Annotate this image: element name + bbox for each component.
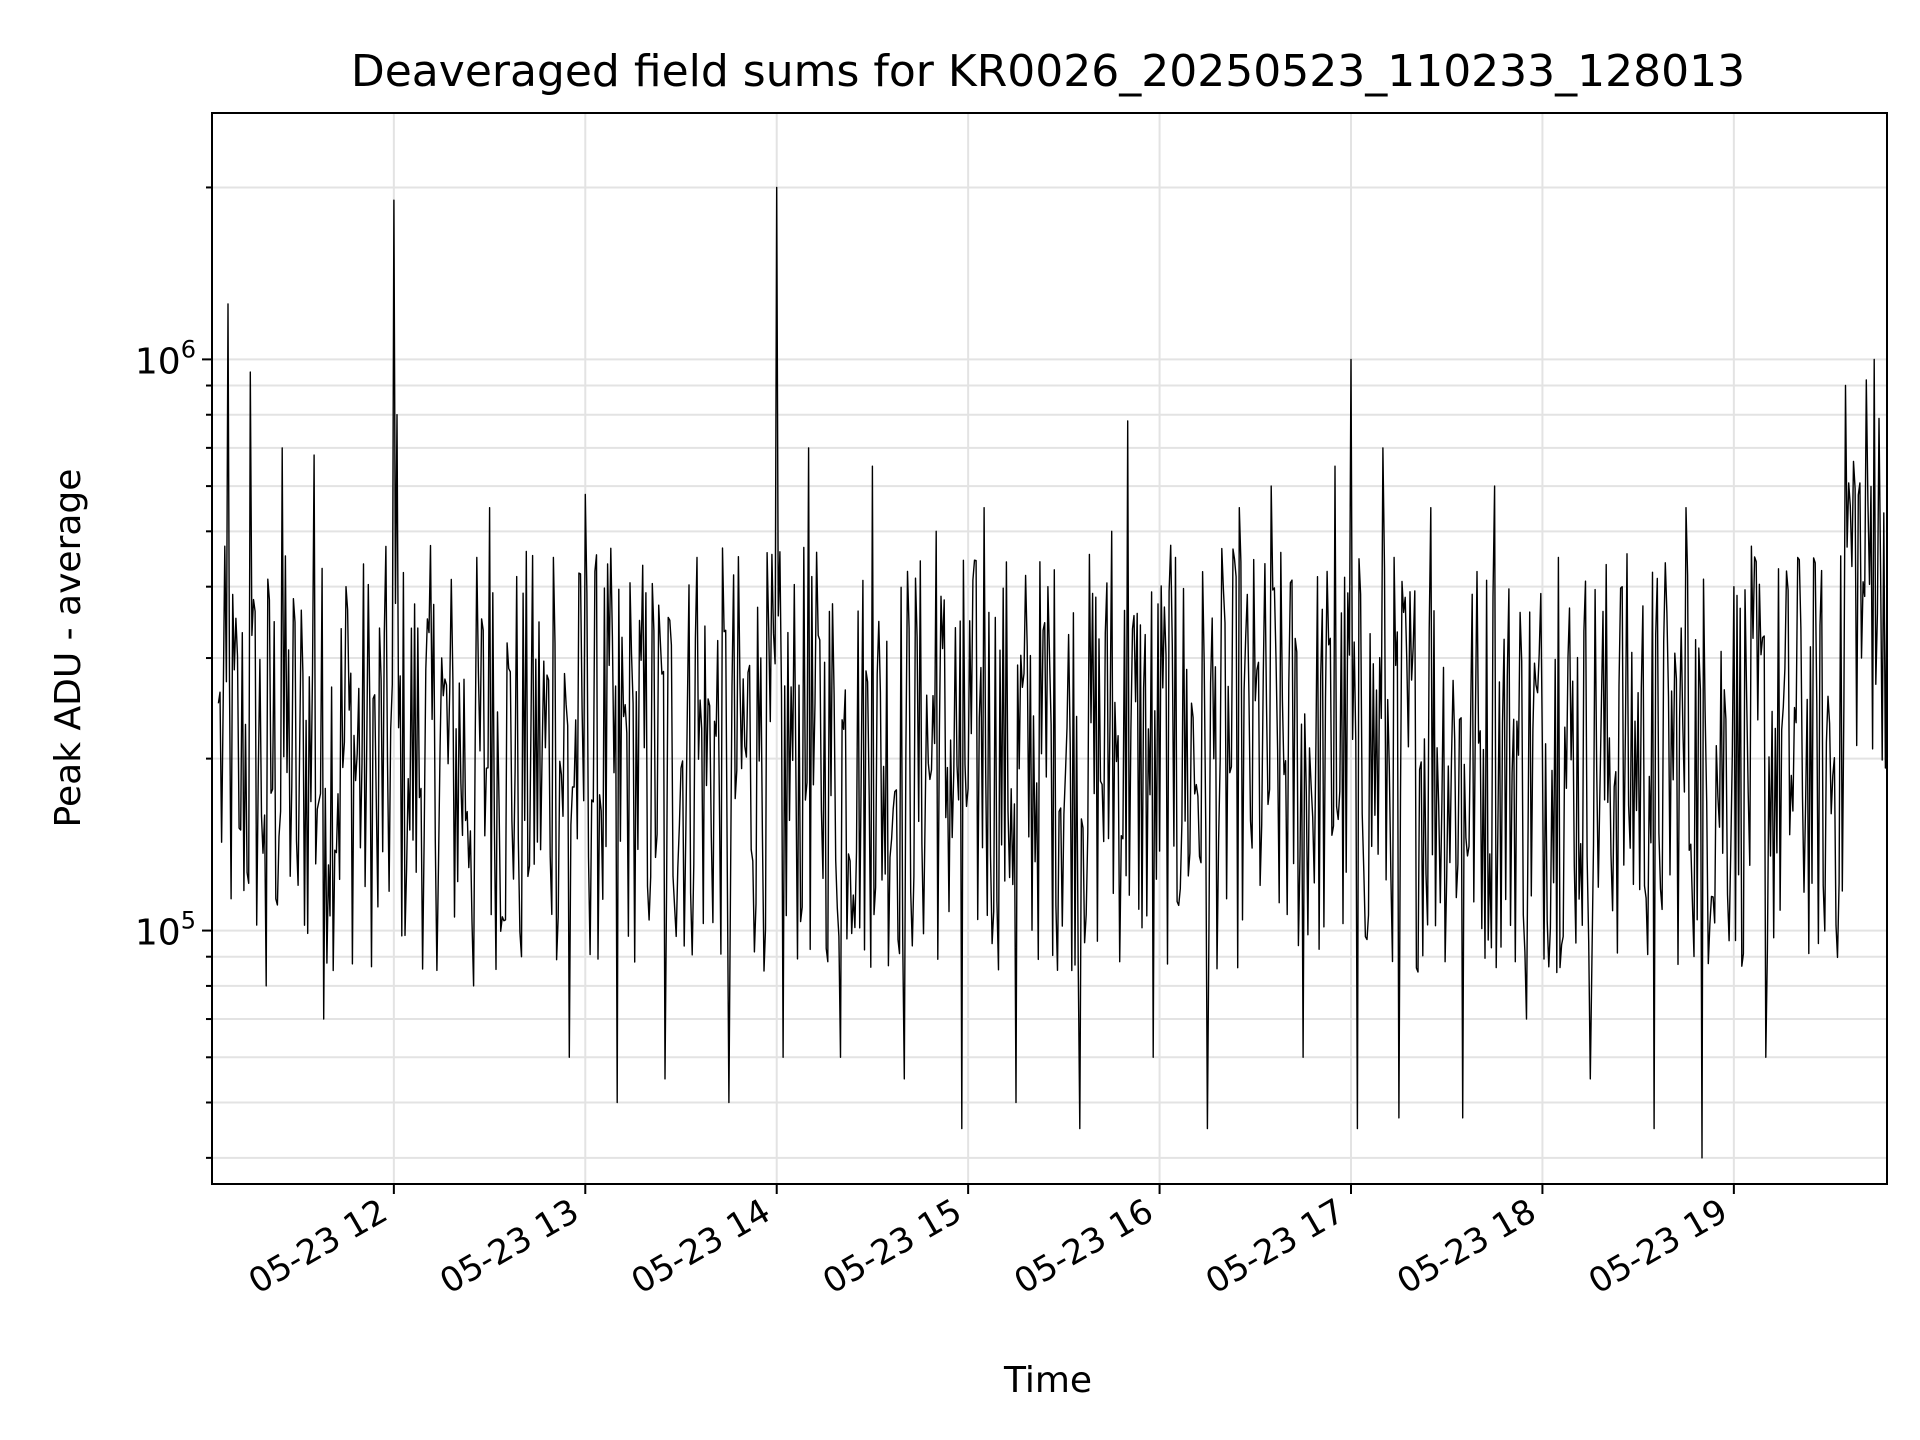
chart-title: Deaveraged field sums for KR0026_2025052… [351,46,1745,97]
plot-frame [211,112,1888,1185]
x-axis-label: Time [1003,1360,1092,1401]
series-line-group [217,186,1888,1159]
series-line [217,186,1888,1159]
y-tick-label: 106 [135,335,196,382]
y-axis-label: Peak ADU - average [48,469,89,828]
y-tick-label: 105 [135,907,196,954]
y-axis: 105 106 [135,186,212,1159]
